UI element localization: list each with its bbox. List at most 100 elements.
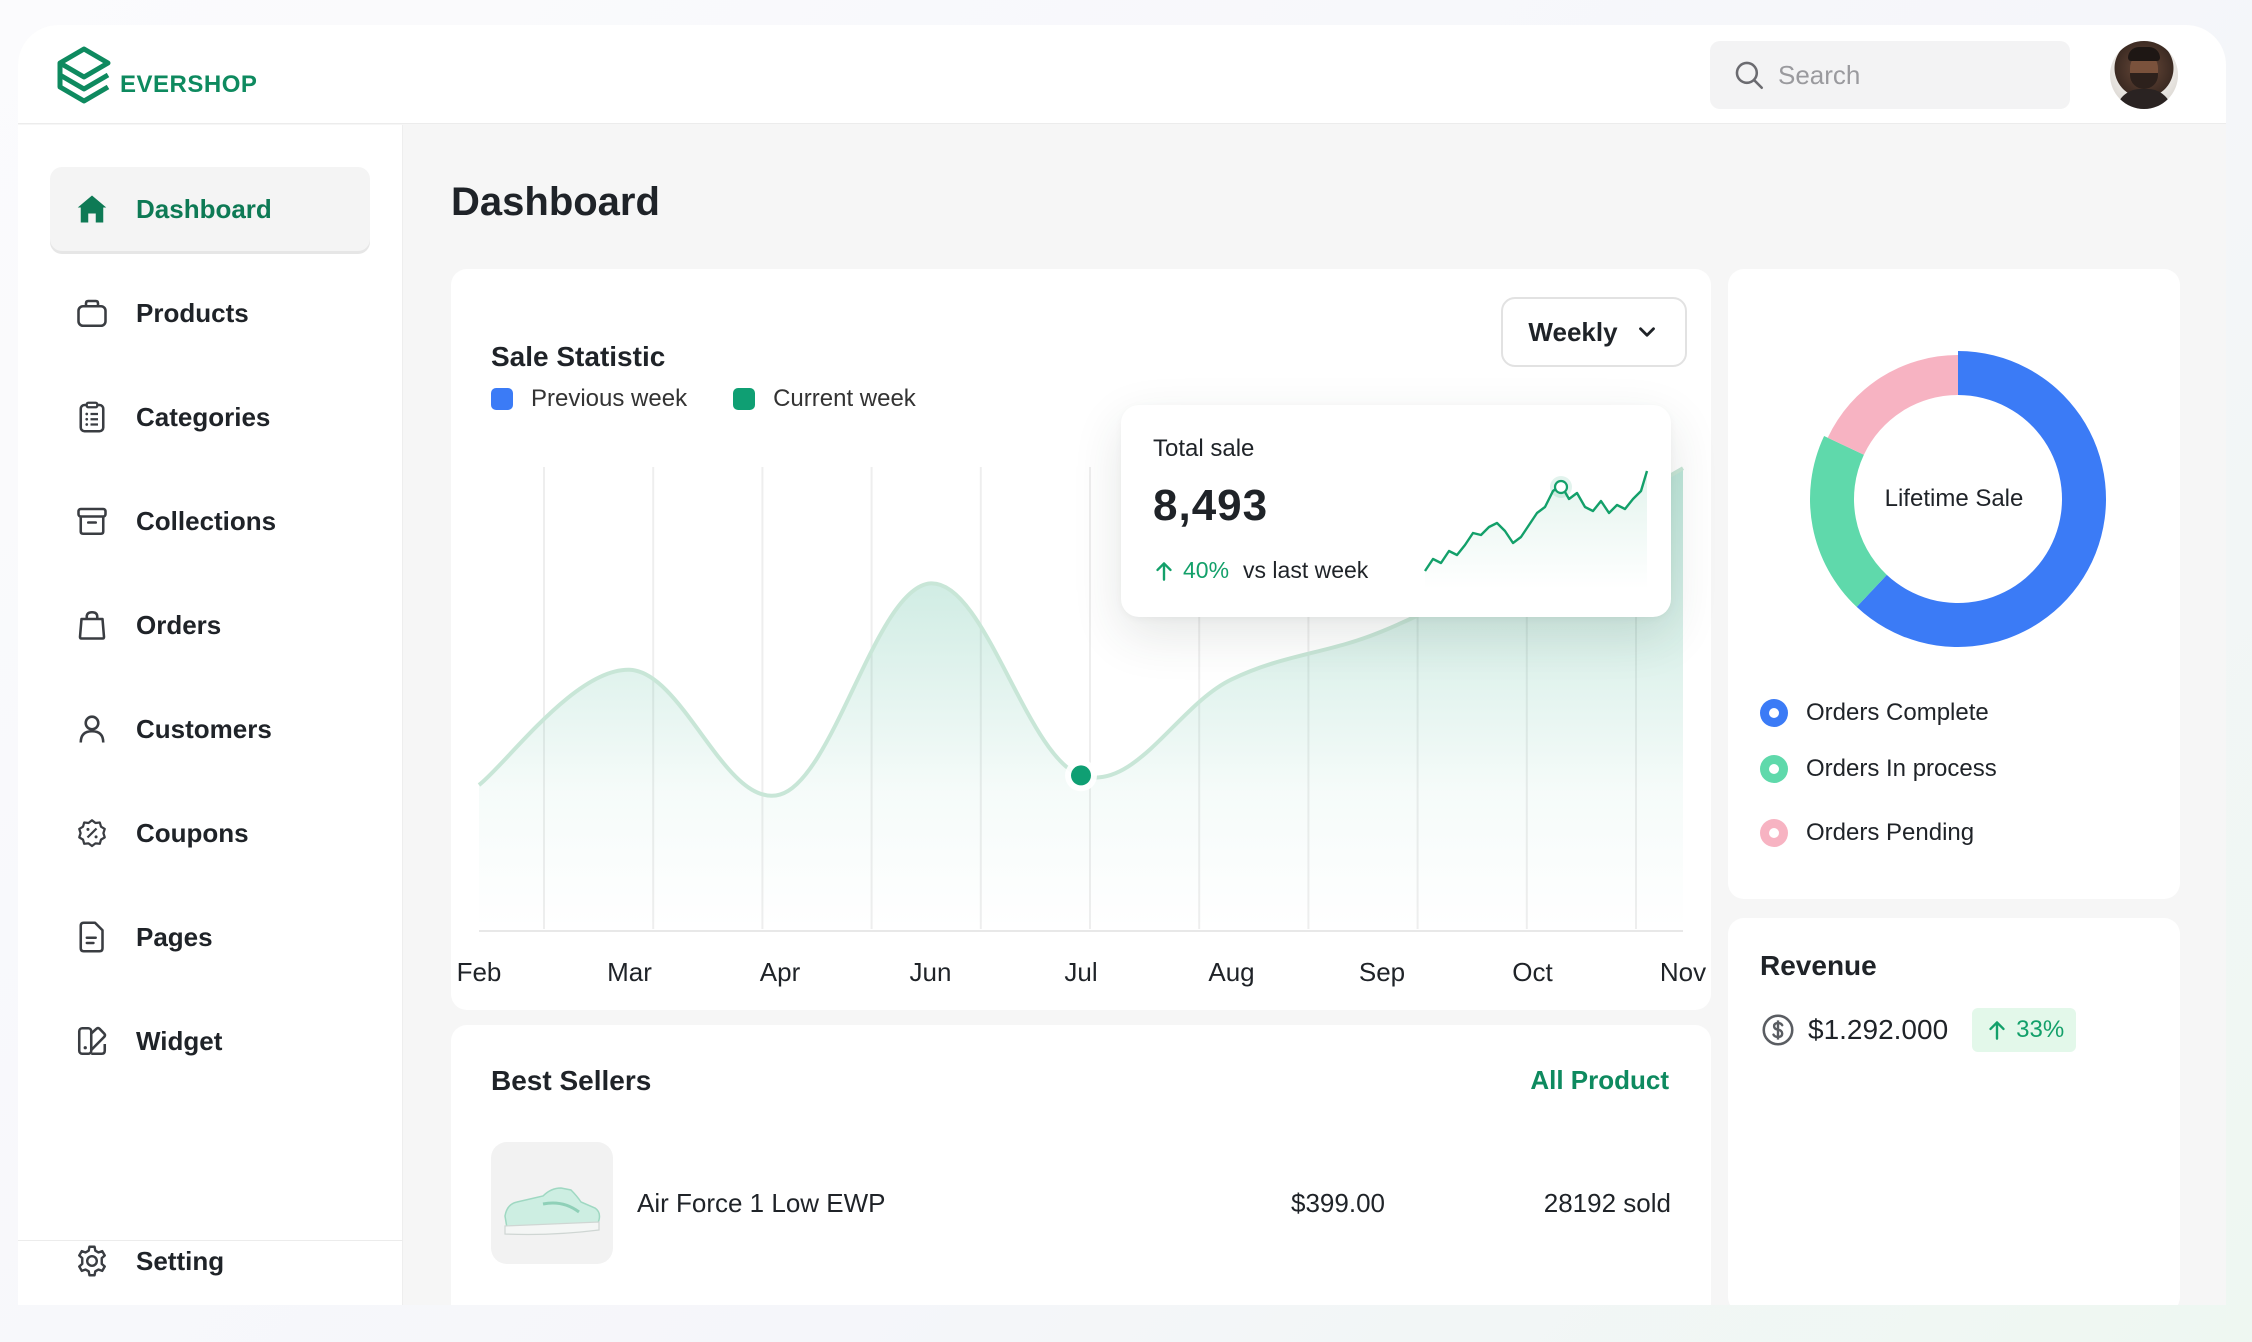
- sidebar-item-products[interactable]: Products: [50, 271, 370, 355]
- sidebar-item-label: Pages: [136, 921, 213, 952]
- x-tick-label: Jul: [1064, 957, 1097, 987]
- sidebar-item-dashboard[interactable]: Dashboard: [50, 167, 370, 251]
- lifetime-sale-donut: [1810, 351, 2106, 647]
- tooltip-comparison: vs last week: [1243, 557, 1369, 583]
- period-dropdown[interactable]: Weekly: [1501, 297, 1687, 367]
- legend-label: Orders In process: [1806, 755, 1997, 782]
- sidebar-item-widget[interactable]: Widget: [50, 999, 370, 1083]
- top-bar: EVERSHOP: [18, 25, 2226, 124]
- tooltip-change-percent: 40%: [1183, 557, 1230, 583]
- coupon-icon: [78, 819, 106, 848]
- product-row[interactable]: Air Force 1 Low EWP $399.00 28192 sold: [491, 1142, 1671, 1264]
- page-icon: [79, 921, 104, 953]
- donut-segment[interactable]: [1827, 355, 1958, 455]
- product-sold-count: 28192 sold: [1543, 1187, 1671, 1218]
- chevron-down-icon: [1638, 327, 1655, 337]
- x-tick-label: Jun: [910, 957, 952, 987]
- total-sale-tooltip: Total sale 8,493 40% vs last week: [1121, 405, 1671, 617]
- revenue-row: $1.292.000 33%: [1760, 1008, 2077, 1052]
- product-name: Air Force 1 Low EWP: [637, 1187, 886, 1218]
- search-icon: [1735, 61, 1764, 90]
- lifetime-sale-card: Lifetime Sale Orders Complete Orders In …: [1728, 269, 2180, 899]
- clipboard-list-icon: [79, 401, 105, 433]
- sidebar-divider: [18, 1240, 403, 1241]
- sidebar-item-orders[interactable]: Orders: [50, 583, 370, 667]
- sidebar-item-label: Widget: [136, 1025, 223, 1056]
- sidebar-item-label: Customers: [136, 713, 272, 744]
- sidebar-item-collections[interactable]: Collections: [50, 479, 370, 563]
- sidebar-item-label: Categories: [136, 401, 271, 432]
- brand-name: EVERSHOP: [120, 71, 258, 98]
- x-tick-label: Mar: [607, 957, 652, 987]
- revenue-change-percent: 33%: [2016, 1016, 2065, 1043]
- legend-dot: [1760, 755, 1788, 783]
- user-icon: [79, 715, 105, 743]
- archive-icon: [77, 507, 107, 536]
- x-tick-label: Sep: [1359, 957, 1405, 987]
- revenue-card: Revenue $1.292.000 33%: [1728, 918, 2180, 1305]
- x-tick-label: Aug: [1208, 957, 1254, 987]
- tooltip-change: 40% vs last week: [1151, 557, 1368, 584]
- search-input[interactable]: [1778, 59, 2058, 91]
- legend-dot: [1760, 699, 1788, 727]
- legend-dot: [1760, 819, 1788, 847]
- tooltip-value: 8,493: [1153, 481, 1269, 530]
- avatar[interactable]: [2110, 41, 2178, 109]
- legend-item-orders-complete[interactable]: Orders Complete: [1760, 699, 1989, 727]
- dollar-coin-icon: [1762, 1014, 1794, 1046]
- x-tick-label: Oct: [1512, 957, 1553, 987]
- legend-label: Orders Complete: [1806, 699, 1989, 726]
- best-sellers-card: Best Sellers All Product Air Force 1 Low…: [451, 1025, 1711, 1305]
- x-tick-label: Apr: [760, 957, 801, 987]
- page-title: Dashboard: [451, 180, 660, 224]
- revenue-title: Revenue: [1760, 950, 1877, 981]
- donut-segment[interactable]: [1856, 351, 2106, 647]
- sidebar-item-label: Collections: [136, 505, 277, 536]
- box-icon: [77, 299, 107, 328]
- legend-label: Previous week: [531, 385, 688, 412]
- sidebar-item-categories[interactable]: Categories: [50, 375, 370, 459]
- sidebar-item-label: Products: [136, 297, 249, 328]
- app-window: EVERSHOP Dashboard: [18, 25, 2226, 1305]
- donut-center-label: Lifetime Sale: [1884, 485, 2024, 512]
- legend-item-orders-in-process[interactable]: Orders In process: [1760, 755, 1997, 783]
- sale-statistic-title: Sale Statistic: [491, 341, 666, 372]
- legend-item-previous-week[interactable]: Previous week: [491, 385, 687, 413]
- sale-chart: Feb Mar Apr Jun Jul Aug Sep Oct Nov: [457, 466, 1706, 987]
- best-sellers-title: Best Sellers: [491, 1065, 652, 1096]
- sidebar-item-customers[interactable]: Customers: [50, 687, 370, 771]
- x-tick-label: Feb: [457, 957, 502, 987]
- legend-label: Orders Pending: [1806, 819, 1975, 846]
- all-product-link[interactable]: All Product: [1530, 1065, 1669, 1095]
- legend-item-orders-pending[interactable]: Orders Pending: [1760, 819, 1974, 847]
- sidebar-item-label: Dashboard: [136, 193, 272, 224]
- sneaker-icon: [504, 1187, 601, 1236]
- legend-swatch: [733, 388, 756, 410]
- legend-item-current-week[interactable]: Current week: [733, 385, 916, 413]
- sidebar-item-setting[interactable]: Setting: [50, 1219, 370, 1303]
- evershop-logo-icon: [57, 46, 111, 104]
- donut-segment[interactable]: [1810, 435, 1887, 607]
- highlight-point[interactable]: [1071, 765, 1091, 786]
- search-box[interactable]: [1710, 41, 2070, 109]
- brand-logo[interactable]: EVERSHOP: [56, 45, 257, 105]
- product-thumbnail: [491, 1142, 613, 1264]
- arrow-up-icon: [1156, 561, 1172, 581]
- legend-label: Current week: [773, 385, 916, 412]
- sparkline: [1424, 470, 1649, 589]
- shopping-bag-icon: [78, 610, 106, 640]
- home-icon: [77, 195, 107, 223]
- sidebar-item-pages[interactable]: Pages: [50, 895, 370, 979]
- legend-swatch: [491, 388, 513, 410]
- chart-legend: Previous week Current week: [491, 385, 962, 413]
- sidebar-item-label: Setting: [136, 1245, 225, 1276]
- sale-statistic-card: Feb Mar Apr Jun Jul Aug Sep Oct Nov Sale Statist…: [451, 269, 1711, 1010]
- sidebar-item-label: Orders: [136, 609, 222, 640]
- widget-icon: [77, 1026, 107, 1056]
- sidebar-item-coupons[interactable]: Coupons: [50, 791, 370, 875]
- tooltip-title: Total sale: [1153, 435, 1255, 462]
- sidebar-item-label: Coupons: [136, 817, 249, 848]
- revenue-amount: $1.292.000: [1808, 1014, 1949, 1045]
- gear-icon: [78, 1245, 106, 1277]
- period-dropdown-label: Weekly: [1528, 316, 1618, 347]
